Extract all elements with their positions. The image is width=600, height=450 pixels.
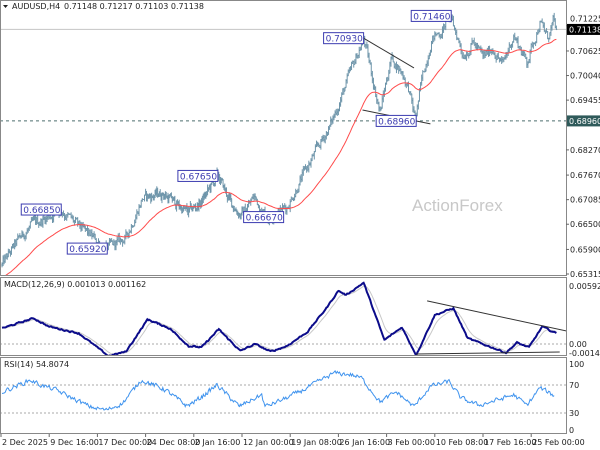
time-axis-label: 2 Jan 16:00: [195, 438, 241, 447]
annotation-label: 0.71460: [413, 12, 450, 22]
annotation-label: 0.67650: [180, 172, 217, 182]
price-annotation: 0.67650: [177, 169, 219, 182]
price-axis-label: 0.70625: [570, 47, 600, 56]
collapse-triangle-icon[interactable]: [3, 5, 8, 8]
annotation-label: 0.70930: [326, 35, 363, 45]
ohlc-values: 0.71148 0.71217 0.71103 0.71138: [64, 2, 204, 11]
macd-trendline: [427, 300, 566, 332]
current-price-box-label: 0.71138: [569, 25, 600, 34]
rsi-panel[interactable]: [0, 357, 567, 434]
price-axis-label: 0.70040: [570, 72, 600, 81]
price-axis-label: 0.67670: [570, 171, 600, 180]
price-axis-label: 0.69455: [570, 96, 600, 105]
price-annotation: 0.66670: [243, 211, 285, 224]
price-panel[interactable]: [0, 0, 567, 276]
price-axis-label: 0.65315: [570, 270, 600, 279]
annotation-box: [20, 203, 62, 216]
time-axis-label: 24 Dec 08:00: [147, 438, 201, 447]
symbol-label: AUDUSD,H4: [12, 2, 60, 11]
macd-axis-label: 0.005928: [569, 282, 600, 291]
level-price-box-label: 0.68960: [569, 117, 600, 126]
time-axis-label: 25 Feb 00:00: [532, 438, 584, 447]
annotation-box: [375, 114, 417, 127]
watermark: ActionForex: [412, 196, 503, 215]
price-annotation: 0.71460: [410, 9, 452, 22]
price-annotation: 0.70930: [323, 32, 365, 45]
time-axis-label: 17 Feb 16:00: [484, 438, 536, 447]
macd-panel[interactable]: [0, 277, 567, 356]
price-axis-label: 0.66500: [570, 220, 600, 229]
annotation-label: 0.68960: [378, 117, 415, 127]
current-price-box: 0.71138: [567, 23, 600, 35]
time-axis-label: 26 Jan 16:00: [339, 438, 390, 447]
price-axis-label: 0.67085: [570, 196, 600, 205]
annotation-label: 0.66850: [23, 206, 60, 216]
rsi-line: [1, 370, 555, 411]
time-axis-label: 9 Dec 16:00: [50, 438, 99, 447]
annotation-label: 0.65920: [69, 245, 106, 255]
time-axis-label: 2 Dec 2025: [2, 438, 48, 447]
annotation-box: [410, 9, 452, 22]
annotation-box: [243, 211, 285, 224]
rsi-axis-label: 100: [569, 360, 584, 369]
time-axis-label: 17 Dec 00:00: [98, 438, 152, 447]
macd-header: MACD(12,26,9) 0.001013 0.001162: [4, 280, 146, 289]
moving-average-line: [5, 38, 557, 275]
level-price-box: 0.68960: [567, 115, 600, 127]
macd-signal-line: [1, 285, 557, 355]
price-axis-label: 0.65900: [570, 245, 600, 254]
current-price-box-bg: [567, 23, 600, 35]
time-axis-label: 19 Jan 08:00: [291, 438, 342, 447]
rsi-axis-label: 30: [569, 409, 579, 418]
price-annotation: 0.66850: [20, 203, 62, 216]
price-header: AUDUSD,H4 0.71148 0.71217 0.71103 0.7113…: [3, 2, 204, 11]
rsi-header: RSI(14) 54.8074: [4, 360, 69, 369]
price-annotation: 0.68960: [375, 114, 417, 127]
time-axis-label: 3 Feb 00:00: [388, 438, 435, 447]
rsi-axis-label: 0: [569, 426, 574, 435]
price-annotation: 0.65920: [66, 242, 108, 255]
annotation-box: [66, 242, 108, 255]
annotation-label: 0.66670: [246, 214, 283, 224]
annotation-box: [323, 32, 365, 45]
level-price-box-bg: [567, 115, 600, 127]
rsi-axis-label: 70: [569, 381, 579, 390]
macd-trendline: [416, 351, 560, 355]
price-trendline: [363, 37, 415, 69]
annotation-box: [177, 169, 219, 182]
price-axis-label: 0.68270: [570, 146, 600, 155]
macd-axis-label: -0.001412: [569, 349, 600, 358]
macd-axis-label: 0.00: [569, 340, 587, 349]
time-axis-label: 12 Jan 00:00: [243, 438, 294, 447]
time-axis-label: 10 Feb 08:00: [436, 438, 488, 447]
macd-main-line: [1, 281, 557, 355]
price-axis-label: 0.71225: [570, 14, 600, 23]
